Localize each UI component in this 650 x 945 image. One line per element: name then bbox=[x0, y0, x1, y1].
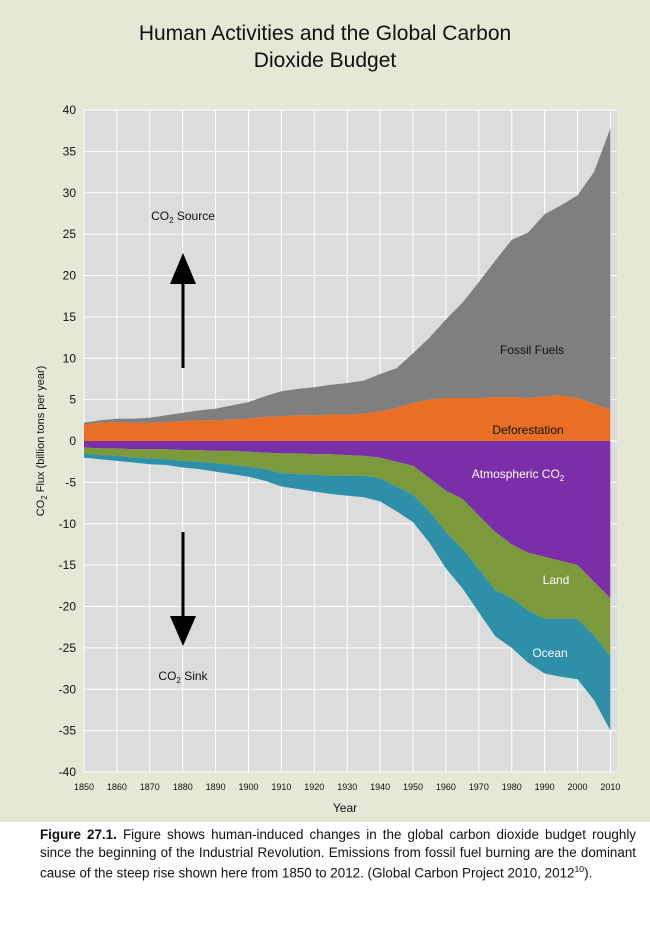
y-tick-label-3: 25 bbox=[63, 227, 77, 241]
sink-arrow-head bbox=[170, 616, 196, 646]
caption-text: Figure shows human-induced changes in th… bbox=[40, 827, 636, 881]
y-tick-labels: 40 35 30 25 20 15 10 5 0 -5 -10 -15 -20 -25 -30 -35 -40 bbox=[59, 103, 77, 779]
area-fossil-fuels bbox=[84, 128, 611, 425]
y-tick-label-16: -40 bbox=[59, 765, 77, 779]
x-tick-label-15: 2000 bbox=[568, 782, 588, 792]
y-tick-label-9: -5 bbox=[65, 475, 76, 489]
y-tick-label-4: 20 bbox=[63, 269, 77, 283]
y-tick-label-8: 0 bbox=[69, 434, 76, 448]
y-axis-label-sub: 2 bbox=[40, 495, 49, 500]
ocean-label: Ocean bbox=[532, 646, 567, 660]
chart-title-line-1: Human Activities and the Global Carbon bbox=[138, 22, 512, 45]
y-tick-label-7: 5 bbox=[69, 393, 76, 407]
x-tick-labels: 1850 1860 1870 1880 1890 1900 1910 1920 1930 1940… bbox=[74, 782, 620, 792]
x-tick-label-13: 1980 bbox=[502, 782, 522, 792]
y-tick-label-10: -10 bbox=[59, 517, 77, 531]
x-tick-label-14: 1990 bbox=[535, 782, 555, 792]
y-tick-label-1: 35 bbox=[63, 144, 77, 158]
y-tick-label-14: -30 bbox=[59, 682, 77, 696]
y-axis-label-rest: Flux (billion tons per year) bbox=[35, 366, 47, 496]
x-tick-label-6: 1910 bbox=[271, 782, 291, 792]
chart-title: Human Activities and the Global Carbon D… bbox=[0, 20, 650, 74]
caption-reference: 10 bbox=[574, 864, 585, 874]
y-tick-label-6: 10 bbox=[63, 351, 77, 365]
deforestation-label: Deforestation bbox=[492, 423, 563, 437]
area-series bbox=[84, 128, 611, 731]
y-tick-label-0: 40 bbox=[63, 103, 77, 117]
carbon-budget-chart: 4035302520151050-5-10-15-20-25-30-35-40 … bbox=[35, 103, 620, 815]
co2-sink-label: CO2 Sink bbox=[158, 669, 208, 685]
land-label: Land bbox=[543, 573, 570, 587]
atmospheric-co2-label: Atmospheric CO2 bbox=[472, 467, 565, 483]
x-tick-label-16: 2010 bbox=[600, 782, 620, 792]
y-tick-label-2: 30 bbox=[63, 186, 77, 200]
y-axis-label: CO2 Flux (billion tons per year) bbox=[35, 366, 49, 517]
x-tick-label-4: 1890 bbox=[206, 782, 226, 792]
x-tick-label-9: 1940 bbox=[370, 782, 390, 792]
co2-source-label: CO2 Source bbox=[151, 209, 215, 225]
x-tick-label-2: 1870 bbox=[140, 782, 160, 792]
caption-end: ). bbox=[584, 865, 593, 881]
y-tick-label-12: -20 bbox=[59, 600, 77, 614]
x-tick-label-0: 1850 bbox=[74, 782, 94, 792]
annotations: CO2 Source CO2 Sink Fossil Fuels Deforestat… bbox=[151, 209, 569, 685]
x-tick-label-10: 1950 bbox=[403, 782, 423, 792]
area-atmospheric-co2 bbox=[84, 441, 611, 599]
figure-panel: Human Activities and the Global Carbon D… bbox=[0, 0, 650, 822]
y-tick-label-5: 15 bbox=[63, 310, 77, 324]
y-tick-label-13: -25 bbox=[59, 641, 77, 655]
x-axis-label: Year bbox=[333, 801, 357, 815]
x-tick-label-1: 1860 bbox=[107, 782, 127, 792]
x-tick-label-12: 1970 bbox=[469, 782, 489, 792]
caption-label: Figure 27.1. bbox=[40, 827, 117, 842]
figure-caption: Figure 27.1. Figure shows human-induced … bbox=[40, 826, 636, 882]
x-tick-label-11: 1960 bbox=[436, 782, 456, 792]
y-axis-label-main: CO bbox=[35, 499, 47, 516]
source-arrow-head bbox=[170, 253, 196, 284]
x-tick-label-7: 1920 bbox=[304, 782, 324, 792]
y-tick-label-11: -15 bbox=[59, 558, 77, 572]
y-tick-label-15: -35 bbox=[59, 724, 77, 738]
area-deforestation bbox=[84, 395, 611, 441]
fossil-fuels-label: Fossil Fuels bbox=[500, 343, 564, 357]
x-tick-label-5: 1900 bbox=[238, 782, 258, 792]
x-tick-label-3: 1880 bbox=[173, 782, 193, 792]
x-tick-label-8: 1930 bbox=[337, 782, 357, 792]
area-land bbox=[84, 447, 611, 657]
chart-title-line-2: Dioxide Budget bbox=[253, 49, 397, 72]
